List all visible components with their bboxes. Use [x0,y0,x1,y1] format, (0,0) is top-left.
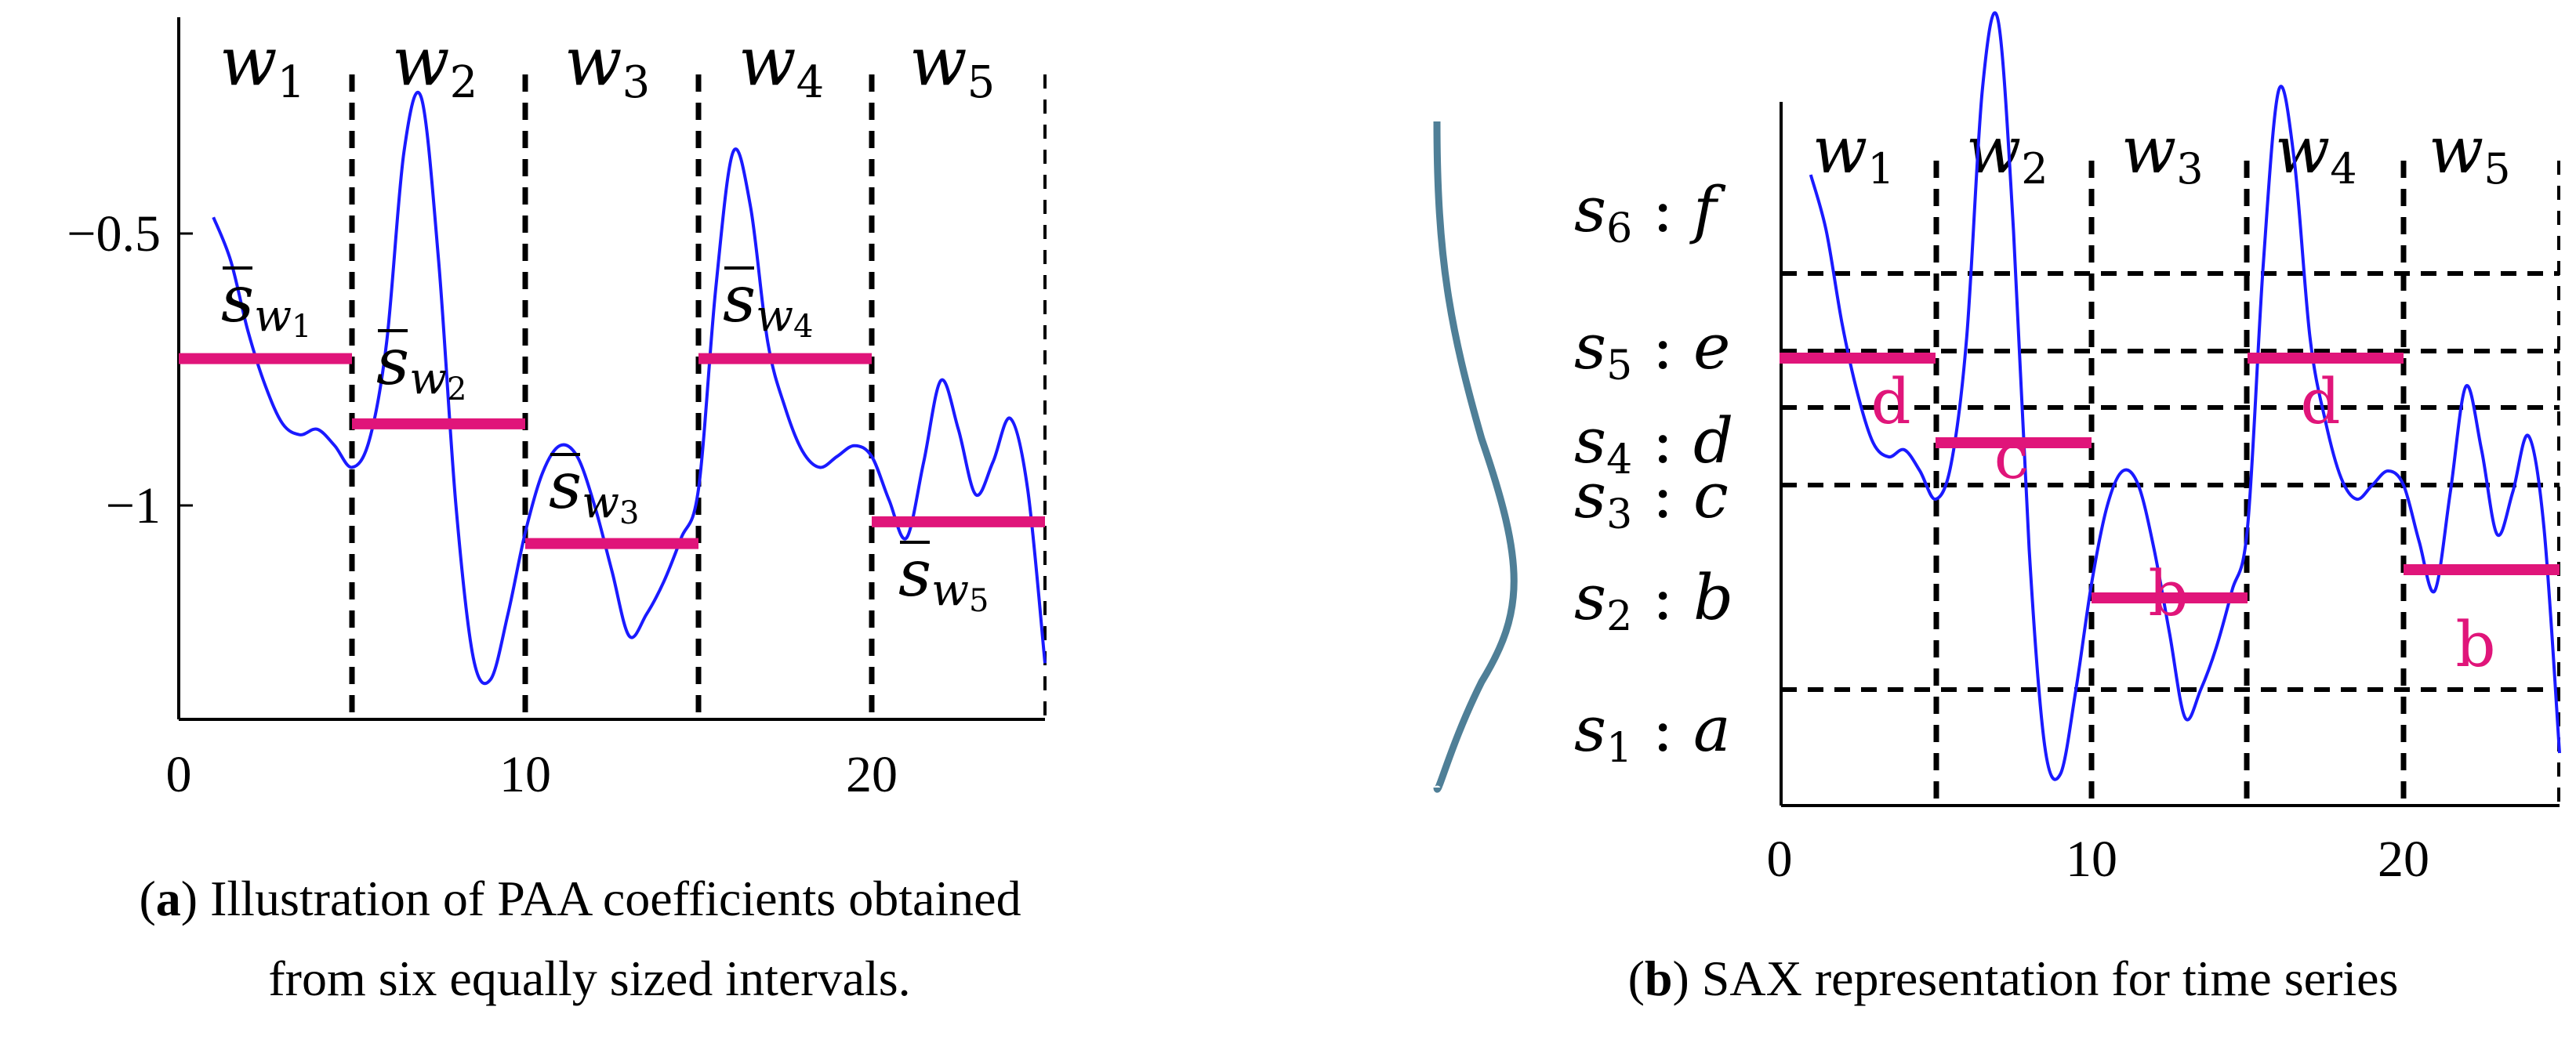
left-window-label: w3 [564,23,650,108]
left-window-label: w5 [909,23,995,108]
sax-letter: d [1870,365,1910,438]
right-window-label: w4 [2275,114,2357,194]
left-y-tick-label: −1 [106,477,161,534]
left-caption-line2: from six equally sized intervals. [268,951,910,1006]
sax-letter: b [2455,608,2495,681]
left-caption-line1: (a) Illustration of PAA coefficients obt… [139,871,1021,926]
left-window-label: w2 [392,23,477,108]
gaussian-distribution-curve [1433,121,1518,793]
left-x-tick-label: 10 [499,746,551,803]
right-window-label: w5 [2429,114,2511,194]
sax-symbol-label: s3 : c [1574,459,1729,538]
paa-label: sw1 [221,263,311,345]
left-window-label: w1 [220,23,305,108]
right-x-tick-label: 0 [1767,831,1793,888]
sax-letter: b [2148,557,2188,630]
sax-letter: d [2300,365,2340,438]
sax-symbol-label: s5 : e [1574,310,1730,389]
left-window-label: w4 [738,23,824,108]
svg-text:sw4: sw4 [723,263,813,345]
sax-letter: c [1994,420,2030,493]
paa-label: sw4 [723,263,813,345]
right-x-tick-label: 10 [2066,831,2117,888]
svg-text:sw5: sw5 [898,537,989,619]
paa-label: sw3 [549,449,639,531]
paa-label: sw2 [376,325,466,407]
left-y-tick-label: −0.5 [67,205,161,263]
right-x-tick-label: 20 [2378,831,2429,888]
paa-label: sw5 [898,537,989,619]
svg-text:sw2: sw2 [376,325,466,407]
paa-panel: −0.5 −1 0 10 20 w1 w2 w3 w4 w5 sw1 sw2 [67,17,1047,1006]
right-window-label: w1 [1812,114,1895,194]
right-window-label: w3 [2121,114,2204,194]
svg-text:sw3: sw3 [549,449,639,531]
left-x-tick-label: 0 [166,746,192,803]
sax-panel: 0 10 20 w1 w2 w3 w4 w5 s6 : f s5 : e s4 … [1574,11,2561,1006]
sax-symbol-label: s1 : a [1574,693,1731,772]
svg-text:sw1: sw1 [221,263,311,345]
left-x-tick-label: 20 [846,746,898,803]
sax-symbol-label: s2 : b [1574,561,1733,640]
sax-symbol-label: s6 : f [1574,173,1726,252]
sax-symbol-label: s4 : d [1574,404,1733,483]
right-caption: (b) SAX representation for time series [1628,951,2399,1006]
